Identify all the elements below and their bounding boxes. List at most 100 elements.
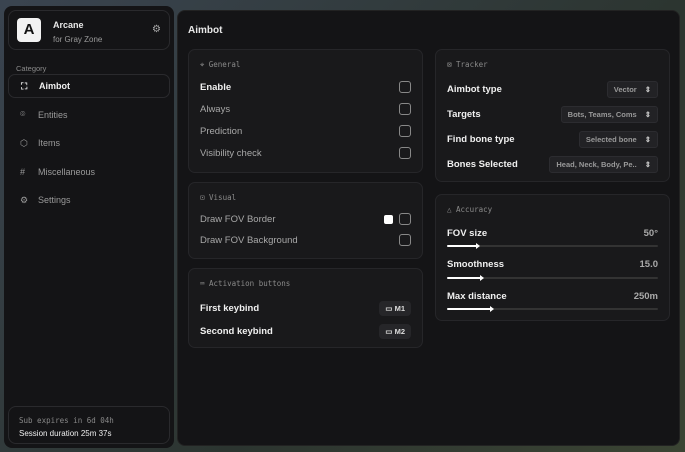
app-subtitle: for Gray Zone [53, 35, 103, 44]
setting-label: Targets [447, 108, 481, 120]
setting-control: Head, Neck, Body, Pe.. ⇕ [549, 155, 658, 173]
app-logo: A [17, 18, 41, 42]
setting-row: Find bone type Selected bone ⇕ [447, 130, 658, 148]
general-header: ⌖ General [200, 60, 241, 69]
gear-icon: ⚙ [20, 194, 29, 205]
dropdown-select[interactable]: Vector ⇕ [606, 80, 658, 98]
activation-header: ⌨ Activation buttons [200, 279, 291, 288]
accuracy-header: △ Accuracy [447, 205, 493, 214]
dropdown-value: Head, Neck, Body, Pe.. [556, 159, 637, 169]
color-swatch[interactable] [384, 214, 393, 224]
setting-label: Visibility check [200, 147, 262, 159]
sidebar-item-miscellaneous[interactable]: # Miscellaneous [8, 160, 170, 184]
sidebar: A Arcane for Gray Zone ⚙ Category ⛶ Aimbo… [4, 6, 174, 448]
slider-fill[interactable] [447, 306, 495, 312]
app-name: Arcane [53, 20, 84, 30]
accuracy-card: △ Accuracy FOV size 50° Smoothness 15.0 Max … [435, 194, 670, 321]
tracker-card: ⊠ Tracker Aimbot type Vector ⇕ Targets Bots,… [435, 49, 670, 182]
setting-label: Draw FOV Border [200, 213, 276, 225]
checkbox[interactable] [399, 213, 411, 225]
slider-row: Max distance 250m [447, 288, 658, 304]
setting-row: Prediction [200, 123, 411, 139]
hash-icon: # [20, 166, 26, 177]
slider-label: Smoothness [447, 259, 505, 270]
chevron-updown-icon: ⇕ [644, 109, 651, 119]
keyboard-icon: ▭ [385, 303, 395, 313]
setting-label: Find bone type [447, 133, 515, 145]
setting-row: First keybind ▭ M1 [200, 300, 411, 316]
checkbox[interactable] [399, 125, 411, 137]
checkbox[interactable] [399, 147, 411, 159]
setting-control [399, 147, 411, 159]
sidebar-item-label: Entities [38, 109, 68, 120]
setting-label: Aimbot type [447, 83, 502, 95]
keybind-button[interactable]: ▭ M2 [379, 323, 411, 339]
setting-control: Bots, Teams, Coms ⇕ [560, 105, 658, 123]
setting-control [399, 81, 411, 93]
slider-track[interactable] [447, 274, 658, 281]
keybind-value: M1 [394, 303, 405, 313]
setting-label: First keybind [200, 302, 260, 314]
tracker-header: ⊠ Tracker [447, 60, 488, 69]
sidebar-item-settings[interactable]: ⚙ Settings [8, 188, 170, 212]
setting-label: Enable [200, 81, 232, 93]
slider-label: Max distance [447, 290, 507, 302]
visual-header: ⊡ Visual [200, 193, 237, 202]
setting-control: ▭ M1 [379, 300, 411, 316]
chart-icon: ⊠ [447, 60, 457, 69]
setting-row: Second keybind ▭ M2 [200, 323, 411, 339]
keyboard-icon: ⌨ [200, 279, 210, 288]
sidebar-item-label: Miscellaneous [38, 166, 96, 177]
slider-track[interactable] [447, 243, 658, 249]
slider-track[interactable] [447, 306, 658, 312]
gear-icon[interactable]: ⚙ [152, 24, 161, 35]
dropdown-select[interactable]: Selected bone ⇕ [578, 130, 658, 148]
setting-row: Visibility check [200, 145, 411, 161]
setting-label: Prediction [200, 125, 243, 137]
setting-control: Selected bone ⇕ [578, 130, 658, 148]
slider-value: 15.0 [639, 259, 659, 270]
keybind-value: M2 [394, 326, 405, 336]
main-panel: Aimbot ⌖ General Enable Always Prediction V… [177, 10, 680, 446]
visual-card: ⊡ Visual Draw FOV Border Draw FOV Backgro… [188, 182, 423, 259]
dropdown-value: Bots, Teams, Coms [567, 109, 637, 119]
session-duration: Session duration 25m 37s [19, 429, 112, 438]
category-label: Category [16, 64, 47, 73]
setting-row: Enable [200, 79, 411, 95]
keyboard-icon: ▭ [385, 326, 395, 336]
sidebar-item-items[interactable]: ⬡ Items [8, 131, 170, 155]
setting-control [399, 125, 411, 137]
slider-fill[interactable] [447, 243, 480, 249]
sidebar-item-label: Aimbot [39, 81, 70, 91]
general-card: ⌖ General Enable Always Prediction Visibili… [188, 49, 423, 173]
setting-label: Draw FOV Background [200, 234, 298, 246]
setting-row: Targets Bots, Teams, Coms ⇕ [447, 105, 658, 123]
slider-row: Smoothness 15.0 [447, 257, 658, 273]
eye-box-icon: ⊡ [200, 193, 210, 202]
setting-control [399, 234, 411, 246]
setting-row: Draw FOV Background [200, 232, 411, 248]
setting-control [399, 103, 411, 115]
checkbox[interactable] [399, 81, 411, 93]
crosshair-icon: ⌖ [200, 60, 209, 69]
box-icon: ⬡ [20, 137, 28, 148]
dropdown-select[interactable]: Bots, Teams, Coms ⇕ [560, 105, 658, 123]
setting-label: Second keybind [200, 325, 273, 337]
sidebar-item-aimbot[interactable]: ⛶ Aimbot [8, 74, 170, 98]
slider-fill[interactable] [447, 274, 484, 281]
user-scan-icon: ⌾ [20, 109, 26, 119]
checkbox[interactable] [399, 103, 411, 115]
sidebar-item-entities[interactable]: ⌾ Entities [8, 103, 170, 127]
slider-row: FOV size 50° [447, 225, 658, 241]
setting-label: Always [200, 103, 231, 115]
activation-card: ⌨ Activation buttons First keybind ▭ M1 Se… [188, 268, 423, 348]
setting-row: Bones Selected Head, Neck, Body, Pe.. ⇕ [447, 155, 658, 173]
setting-row: Aimbot type Vector ⇕ [447, 80, 658, 98]
sidebar-item-label: Items [38, 138, 61, 148]
sub-expires: Sub expires in 6d 04h [19, 416, 114, 425]
triangle-icon: △ [447, 205, 457, 214]
chevron-updown-icon: ⇕ [644, 134, 651, 144]
checkbox[interactable] [399, 234, 411, 246]
keybind-button[interactable]: ▭ M1 [379, 300, 411, 316]
dropdown-select[interactable]: Head, Neck, Body, Pe.. ⇕ [549, 155, 658, 173]
